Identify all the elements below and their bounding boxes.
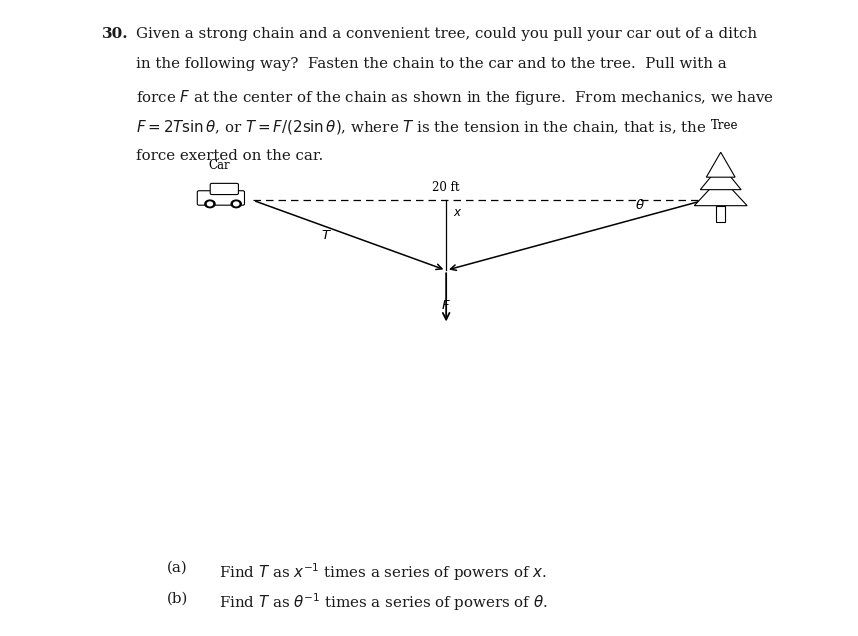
Text: $F$: $F$ — [441, 299, 451, 312]
Circle shape — [233, 202, 239, 206]
Bar — [716, 205, 725, 222]
Text: Car: Car — [208, 159, 230, 172]
FancyBboxPatch shape — [210, 183, 239, 195]
Text: $x$: $x$ — [453, 206, 462, 219]
Text: in the following way?  Fasten the chain to the car and to the tree.  Pull with a: in the following way? Fasten the chain t… — [136, 57, 727, 71]
FancyBboxPatch shape — [197, 191, 245, 205]
Text: force exerted on the car.: force exerted on the car. — [136, 149, 323, 163]
Text: Find $T$ as $x^{-1}$ times a series of powers of $x$.: Find $T$ as $x^{-1}$ times a series of p… — [219, 561, 547, 583]
Circle shape — [208, 202, 213, 206]
Polygon shape — [700, 165, 741, 190]
Text: Tree: Tree — [711, 119, 739, 132]
Text: (a): (a) — [167, 561, 188, 575]
Text: $F = 2T\sin\theta$, or $T = F/(2\sin\theta)$, where $T$ is the tension in the ch: $F = 2T\sin\theta$, or $T = F/(2\sin\the… — [136, 118, 706, 136]
Text: (b): (b) — [167, 591, 189, 605]
Polygon shape — [694, 177, 747, 205]
Polygon shape — [706, 152, 735, 177]
Text: Find $T$ as $\theta^{-1}$ times a series of powers of $\theta$.: Find $T$ as $\theta^{-1}$ times a series… — [219, 591, 547, 613]
Circle shape — [231, 200, 241, 208]
Circle shape — [205, 200, 215, 208]
Text: 30.: 30. — [102, 27, 129, 41]
Text: Given a strong chain and a convenient tree, could you pull your car out of a dit: Given a strong chain and a convenient tr… — [136, 27, 757, 41]
Text: force $F$ at the center of the chain as shown in the figure.  From mechanics, we: force $F$ at the center of the chain as … — [136, 88, 774, 107]
Text: $T$: $T$ — [321, 229, 331, 242]
Text: $\theta$: $\theta$ — [635, 198, 644, 212]
Text: 20 ft: 20 ft — [432, 181, 460, 194]
